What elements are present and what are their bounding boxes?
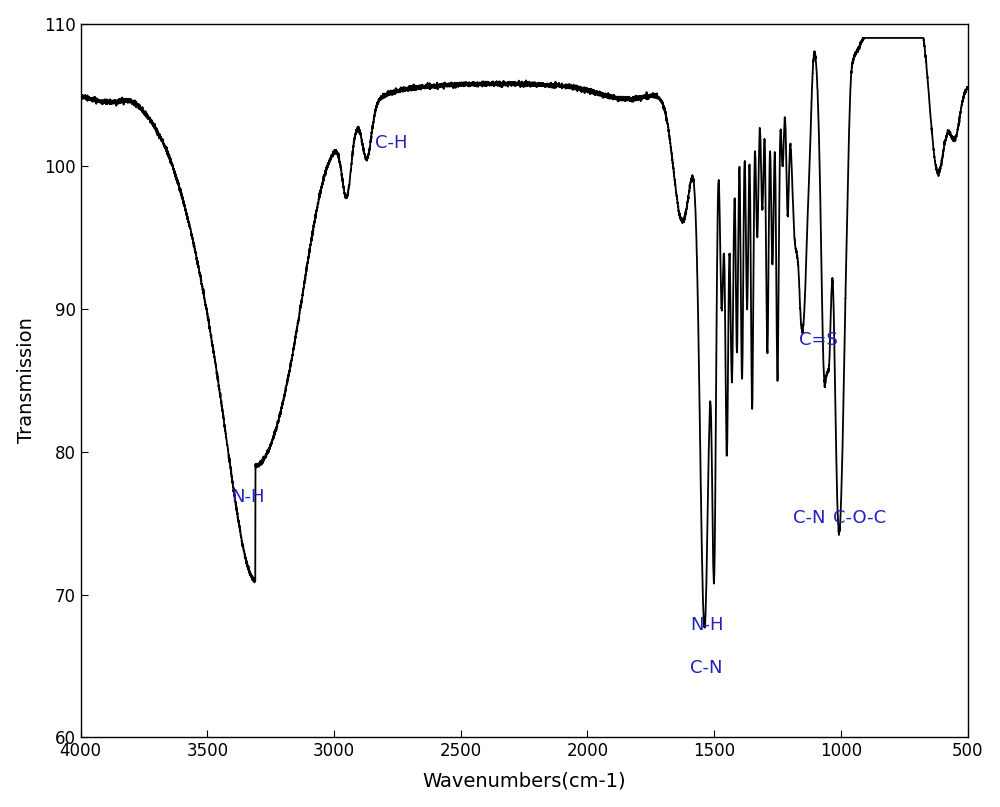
Text: C-N: C-N (793, 509, 826, 527)
Text: C-H: C-H (375, 134, 407, 152)
Y-axis label: Transmission: Transmission (17, 318, 36, 444)
Text: C-N: C-N (690, 659, 723, 677)
Text: N-H: N-H (690, 617, 723, 634)
Text: C-O-C: C-O-C (833, 509, 886, 527)
Text: C=S: C=S (799, 331, 838, 349)
Text: N-H: N-H (231, 488, 265, 506)
X-axis label: Wavenumbers(cm-1): Wavenumbers(cm-1) (422, 771, 626, 790)
